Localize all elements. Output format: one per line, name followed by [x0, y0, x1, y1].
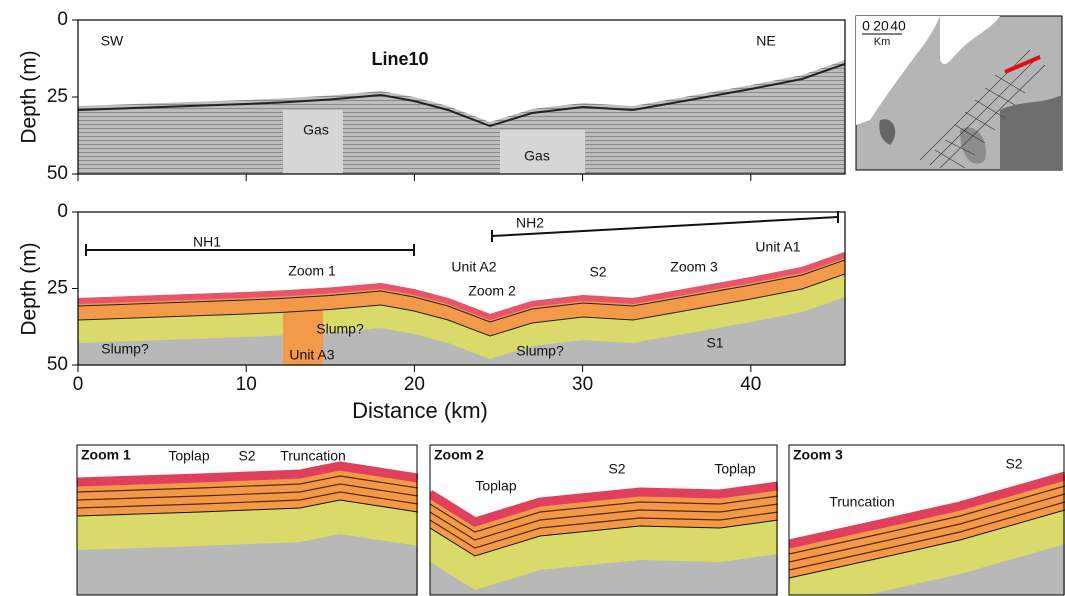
sediment [78, 60, 845, 174]
zoom-panel [789, 445, 1065, 596]
annotation: S2 [1005, 456, 1022, 472]
scale-label: 0 [862, 18, 870, 34]
annotation: S2 [589, 264, 606, 280]
annotation: Slump? [516, 343, 564, 359]
scale-label: 40 [890, 18, 906, 34]
gas-zone [283, 110, 343, 174]
annotation: S2 [608, 461, 625, 477]
annotation: Truncation [280, 448, 346, 464]
annotation: Toplap [714, 461, 755, 477]
x-tick-label: 10 [236, 374, 257, 395]
annotation: NH2 [516, 215, 544, 231]
annotation: Unit A3 [289, 347, 334, 363]
y-tick-label: 50 [47, 163, 68, 184]
annotation: Toplap [475, 478, 516, 494]
annotation: Gas [524, 148, 550, 164]
annotation: NH1 [193, 234, 221, 250]
annotation: Slump? [316, 321, 364, 337]
seismic-top [78, 60, 845, 174]
zoom-title: Zoom 1 [81, 447, 131, 463]
annotation: S1 [706, 335, 723, 351]
x-tick-label: 0 [73, 374, 84, 395]
x-label: Distance (km) [352, 398, 488, 423]
annotation: Unit A2 [451, 259, 496, 275]
annotation: NE [756, 33, 775, 49]
x-tick-label: 20 [404, 374, 425, 395]
annotation: Unit A1 [755, 239, 800, 255]
figure: Depth (m) Depth (m) Distance (km) Line10… [0, 0, 1065, 596]
annotation: Slump? [101, 341, 149, 357]
zoom-panels: Zoom 1 Toplap S2 Truncation Zoom 2 Toplap S2 To… [77, 445, 1065, 596]
x-tick-label: 30 [572, 374, 593, 395]
annotation: SW [101, 33, 124, 49]
y-tick-label: 0 [57, 201, 68, 222]
scale-unit: Km [874, 36, 891, 48]
scale-label: 20 [873, 18, 889, 34]
zoom-panel [77, 445, 418, 595]
zoom-title: Zoom 2 [434, 447, 484, 463]
annotation: Zoom 2 [468, 283, 516, 299]
annotation: S2 [238, 448, 255, 464]
y-tick-label: 0 [57, 9, 68, 30]
chart-title: Line10 [371, 49, 428, 69]
annotation: Toplap [168, 448, 209, 464]
x-tick-label: 40 [740, 374, 761, 395]
annotation: Truncation [829, 494, 895, 510]
y-tick-label: 50 [47, 354, 68, 375]
annotation: Gas [303, 122, 329, 138]
y-tick-label: 25 [47, 278, 68, 299]
y-label: Depth (m) [18, 242, 41, 335]
y-tick-label: 25 [47, 86, 68, 107]
annotation: Zoom 3 [670, 259, 718, 275]
y-label: Depth (m) [18, 50, 41, 143]
zoom-title: Zoom 3 [793, 447, 843, 463]
annotation: Zoom 1 [288, 263, 336, 279]
